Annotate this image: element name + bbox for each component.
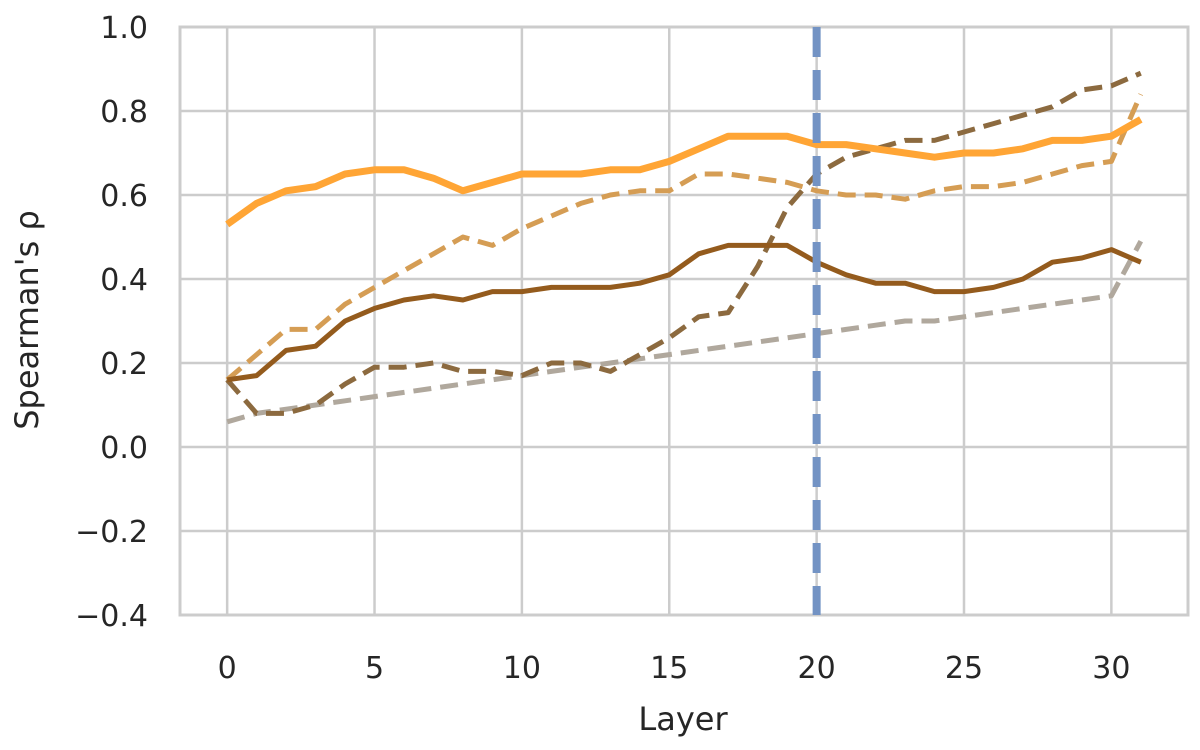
- series-line-1: [226, 240, 1144, 425]
- y-tick-label: 0.8: [100, 95, 148, 130]
- y-tick-label: 0.6: [100, 179, 148, 214]
- plot-border: [178, 25, 1190, 617]
- series-line-5: [225, 116, 1143, 228]
- y-tick-label: 0.0: [100, 431, 148, 466]
- x-tick-label: 15: [650, 651, 688, 686]
- series-line-4: [226, 242, 1142, 383]
- series-line-2: [225, 70, 1142, 416]
- x-tick-label: 30: [1092, 651, 1130, 686]
- y-tick-label: −0.2: [75, 515, 148, 550]
- x-tick-labels: 0 5 10 15 20 25 30: [218, 651, 1131, 686]
- x-tick-label: 5: [365, 651, 384, 686]
- series-layer: [225, 70, 1144, 425]
- y-tick-label: 1.0: [100, 11, 148, 46]
- y-tick-label: 0.4: [100, 263, 148, 298]
- x-tick-label: 20: [798, 651, 836, 686]
- series-line-3: [225, 93, 1144, 382]
- y-tick-label: 0.2: [100, 347, 148, 382]
- x-axis-title: Layer: [638, 700, 728, 738]
- x-tick-label: 25: [945, 651, 983, 686]
- plot-frame: [178, 25, 1190, 617]
- y-tick-label: −0.4: [75, 599, 148, 634]
- x-tick-label: 10: [503, 651, 541, 686]
- y-tick-labels: 1.0 0.8 0.6 0.4 0.2 0.0 −0.2 −0.4: [75, 11, 148, 634]
- x-tick-label: 0: [218, 651, 237, 686]
- y-axis-title: Spearman's ρ: [8, 210, 46, 430]
